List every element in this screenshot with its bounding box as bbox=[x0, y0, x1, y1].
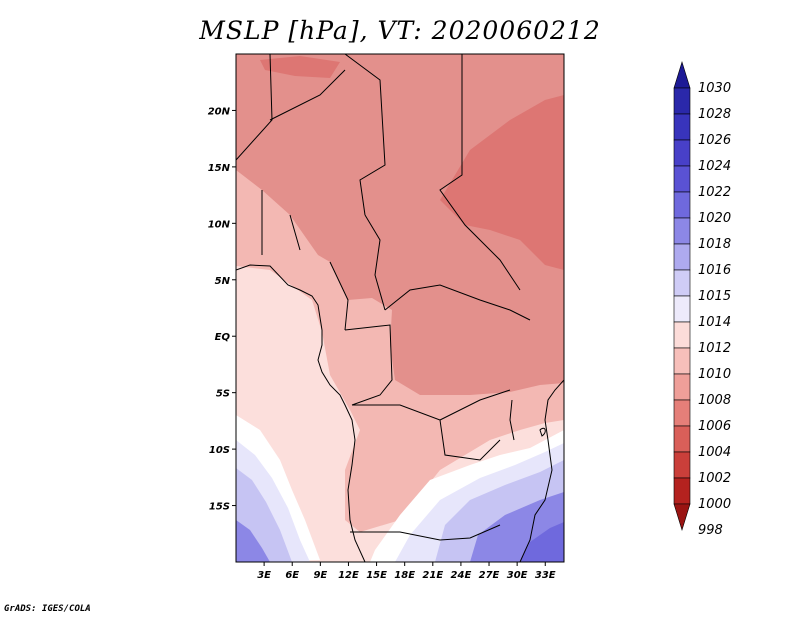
colorbar-swatch bbox=[673, 243, 691, 271]
border-12 bbox=[261, 190, 301, 255]
colorbar-label: 1008 bbox=[698, 393, 731, 408]
colorbar-swatch bbox=[673, 399, 691, 427]
colorbar-swatch bbox=[673, 217, 691, 245]
colorbar: 1030 1028 1026 1024 1022 1020 1018 1016 1015 1014… bbox=[673, 60, 731, 538]
colorbar-label: 998 bbox=[698, 523, 723, 538]
colorbar-cap-bottom bbox=[673, 503, 691, 532]
lon-tick-label: 18E bbox=[394, 570, 415, 581]
lon-tick-label: 27E bbox=[479, 570, 500, 581]
lon-tick-label: 15E bbox=[366, 570, 387, 581]
plot-frame bbox=[235, 53, 565, 563]
lake-1 bbox=[509, 399, 515, 441]
coastline bbox=[236, 264, 366, 562]
lon-tick-label: 6E bbox=[285, 570, 299, 581]
colorbar-swatch bbox=[673, 191, 691, 219]
lon-tick-label: 33E bbox=[535, 570, 556, 581]
colorbar-swatch bbox=[673, 321, 691, 349]
colorbar-swatch bbox=[673, 347, 691, 375]
coastline-east bbox=[519, 379, 564, 562]
zone-1018 bbox=[236, 520, 270, 562]
colorbar-label: 1016 bbox=[698, 263, 731, 278]
map-title: MSLP [hPa], VT: 2020060212 bbox=[199, 16, 601, 45]
colorbar-label: 1000 bbox=[698, 497, 731, 512]
colorbar-swatch bbox=[673, 139, 691, 167]
lat-tick-label: 15S bbox=[209, 502, 230, 513]
lon-tick-label: 24E bbox=[451, 570, 472, 581]
border-6 bbox=[329, 261, 349, 331]
zone-1006 bbox=[440, 95, 564, 270]
colorbar-swatch bbox=[673, 451, 691, 479]
lon-tick-label: 3E bbox=[257, 570, 271, 581]
colorbar-swatch bbox=[673, 477, 691, 505]
border-5 bbox=[364, 214, 386, 311]
lon-axis: 3E 6E 9E 12E 15E 18E 21E 24E 27E 30E 33E bbox=[257, 562, 556, 581]
border-10 bbox=[350, 524, 501, 541]
colorbar-label: 1012 bbox=[698, 341, 731, 356]
border-3 bbox=[439, 54, 521, 291]
lat-tick-label: 10S bbox=[209, 445, 230, 456]
colorbar-label: 1002 bbox=[698, 471, 731, 486]
colorbar-label: 1015 bbox=[698, 289, 731, 304]
colorbar-label: 1024 bbox=[698, 159, 731, 174]
colorbar-label: 1014 bbox=[698, 315, 731, 330]
borders bbox=[236, 54, 564, 562]
border-8 bbox=[344, 324, 393, 406]
colorbar-label: 1022 bbox=[698, 185, 731, 200]
lat-tick-label: 15N bbox=[208, 163, 231, 174]
lon-tick-label: 12E bbox=[338, 570, 359, 581]
colorbar-label: 1028 bbox=[698, 107, 731, 122]
lat-tick-label: 5S bbox=[216, 389, 230, 400]
border-7 bbox=[384, 284, 531, 321]
colorbar-swatch bbox=[673, 269, 691, 297]
pressure-field bbox=[236, 54, 564, 562]
colorbar-label: 1030 bbox=[698, 81, 731, 96]
lat-axis: 20N 15N 10N 5N EQ 5S 10S 15S bbox=[208, 106, 236, 513]
colorbar-swatch bbox=[673, 113, 691, 141]
lon-tick-label: 21E bbox=[422, 570, 443, 581]
colorbar-swatch bbox=[673, 425, 691, 453]
border-2 bbox=[344, 54, 386, 216]
colorbar-label: 1006 bbox=[698, 419, 731, 434]
zone-1006b bbox=[260, 56, 340, 78]
lake-2 bbox=[539, 427, 546, 437]
border-11 bbox=[439, 389, 511, 421]
colorbar-label: 1026 bbox=[698, 133, 731, 148]
border-1 bbox=[236, 54, 273, 161]
lat-tick-label: 5N bbox=[215, 276, 231, 287]
colorbar-label: 1010 bbox=[698, 367, 731, 382]
lon-tick-label: 30E bbox=[507, 570, 528, 581]
colorbar-swatch bbox=[673, 165, 691, 193]
colorbar-swatch bbox=[673, 373, 691, 401]
lat-tick-label: 20N bbox=[208, 106, 231, 117]
lon-tick-label: 9E bbox=[313, 570, 327, 581]
zone-1020 bbox=[520, 522, 564, 562]
colorbar-cap-top bbox=[673, 60, 691, 89]
colorbar-label: 1004 bbox=[698, 445, 731, 460]
lat-tick-label: EQ bbox=[215, 332, 231, 343]
lat-tick-label: 10N bbox=[208, 219, 231, 230]
colorbar-swatch bbox=[673, 295, 691, 323]
colorbar-label: 1018 bbox=[698, 237, 731, 252]
border-9 bbox=[352, 404, 501, 461]
colorbar-swatch bbox=[673, 87, 691, 115]
grads-credit: GrADS: IGES/COLA bbox=[4, 604, 91, 614]
border-4 bbox=[269, 69, 346, 121]
colorbar-label: 1020 bbox=[698, 211, 731, 226]
